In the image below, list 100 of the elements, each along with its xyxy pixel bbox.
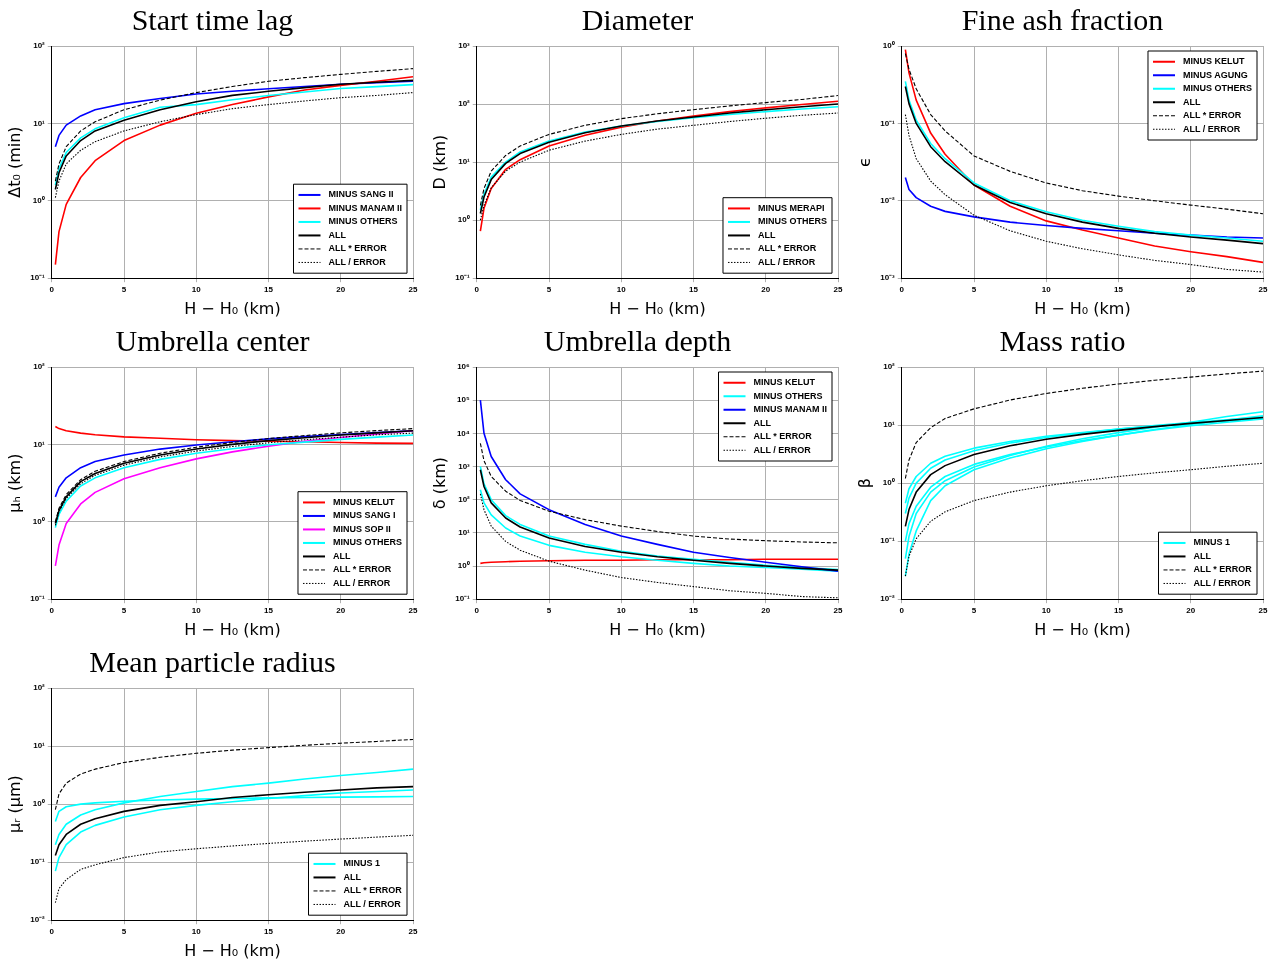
legend-label: ALL (1183, 96, 1201, 107)
legend-label: ALL * ERROR (333, 564, 392, 575)
x-tick-label: 20 (761, 285, 771, 295)
y-axis-title: μₕ (km) (4, 453, 24, 513)
x-tick-label: 0 (49, 606, 55, 616)
y-tick-label: 10³ (458, 461, 471, 471)
y-tick-label: 10⁶ (457, 362, 471, 372)
chart-title: Diameter (580, 2, 695, 38)
x-tick-label: 15 (264, 285, 274, 295)
x-tick-label: 15 (1114, 606, 1124, 616)
x-tick-label: 10 (1041, 285, 1052, 295)
legend-label: MINUS SOP II (333, 523, 391, 534)
y-tick-label: 10⁴ (456, 428, 470, 438)
x-axis-title: H − H₀ (km) (609, 619, 706, 639)
legend-label: ALL / ERROR (753, 444, 812, 455)
x-tick-label: 5 (121, 285, 127, 295)
y-tick-label: 10² (458, 494, 471, 504)
x-tick-label: 0 (474, 606, 480, 616)
x-tick-label: 5 (971, 606, 977, 616)
y-tick-label: 10⁻² (30, 915, 46, 925)
y-tick-label: 10⁰ (32, 517, 45, 526)
y-tick-label: 10¹ (458, 528, 471, 538)
y-tick-label: 10² (33, 683, 46, 693)
x-tick-label: 25 (833, 606, 843, 616)
x-axis-title: H − H₀ (km) (184, 940, 281, 960)
y-tick-label: 10² (458, 99, 471, 109)
x-tick-label: 25 (408, 927, 418, 937)
y-axis-title: μᵣ (μm) (4, 775, 24, 833)
y-axis-title: β (854, 477, 874, 489)
y-tick-label: 10⁰ (457, 561, 470, 571)
x-tick-label: 5 (971, 285, 977, 295)
x-tick-label: 10 (616, 606, 627, 616)
legend-label: ALL / ERROR (1183, 123, 1241, 134)
x-tick-label: 5 (546, 285, 552, 295)
y-tick-label: 10¹ (33, 439, 46, 449)
legend-label: MINUS OTHERS (328, 216, 398, 227)
y-tick-label: 10⁻¹ (455, 273, 471, 283)
x-tick-label: 0 (899, 606, 905, 616)
y-tick-label: 10² (883, 362, 896, 372)
y-tick-label: 10³ (458, 41, 471, 51)
y-axis-title: δ (km) (429, 456, 449, 510)
x-tick-label: 0 (899, 285, 905, 295)
legend-label: ALL / ERROR (328, 256, 387, 267)
x-tick-label: 5 (546, 606, 552, 616)
x-tick-label: 25 (1258, 285, 1268, 295)
x-tick-label: 20 (336, 927, 346, 937)
legend-label: ALL * ERROR (1183, 110, 1242, 121)
x-axis-title: H − H₀ (km) (1034, 298, 1131, 318)
legend-label: ALL / ERROR (758, 256, 816, 267)
x-axis-title: H − H₀ (km) (609, 298, 706, 318)
y-axis-title: Δt₀ (min) (4, 126, 24, 198)
x-tick-label: 10 (191, 285, 202, 295)
chart-title: Start time lag (130, 2, 295, 38)
legend-label: MINUS SANG II (328, 189, 394, 200)
legend-label: ALL * ERROR (328, 243, 388, 254)
y-tick-label: 10⁻¹ (30, 273, 46, 283)
chart-title: Umbrella center (114, 323, 311, 359)
legend-label: ALL / ERROR (333, 577, 391, 588)
legend-label: MINUS KELUT (1183, 56, 1245, 67)
legend-label: MINUS OTHERS (753, 390, 823, 401)
legend-label: MINUS SANG I (333, 510, 396, 521)
legend-label: ALL (328, 229, 347, 240)
y-tick-label: 10⁰ (882, 478, 895, 488)
x-tick-label: 0 (474, 285, 480, 295)
y-tick-label: 10² (33, 362, 46, 372)
x-tick-label: 15 (264, 606, 274, 616)
legend-label: MINUS AGUNG (1183, 69, 1248, 80)
legend-label: ALL (333, 550, 351, 561)
legend-label: ALL * ERROR (343, 885, 403, 896)
x-tick-label: 20 (1186, 285, 1196, 295)
chart-title: Umbrella depth (542, 323, 733, 359)
x-tick-label: 15 (264, 927, 274, 937)
x-tick-label: 10 (191, 927, 202, 937)
legend-label: ALL / ERROR (343, 898, 402, 909)
legend-label: ALL (758, 229, 776, 240)
x-tick-label: 15 (689, 606, 699, 616)
legend-label: ALL (343, 871, 362, 882)
legend-label: MINUS KELUT (753, 377, 816, 388)
x-tick-label: 0 (49, 927, 55, 937)
legend-label: ALL * ERROR (758, 243, 817, 254)
x-tick-label: 20 (1186, 606, 1196, 616)
chart-title: Mass ratio (998, 323, 1127, 359)
legend-label: MINUS OTHERS (758, 216, 828, 227)
x-tick-label: 25 (833, 285, 843, 295)
y-tick-label: 10⁻¹ (880, 536, 896, 546)
legend-label: ALL * ERROR (1193, 564, 1253, 575)
legend-label: MINUS MANAM II (753, 404, 828, 415)
legend-label: MINUS KELUT (333, 496, 395, 507)
legend-label: ALL / ERROR (1193, 577, 1252, 588)
chart-title: Fine ash fraction (960, 2, 1165, 38)
x-axis-title: H − H₀ (km) (184, 298, 281, 318)
y-tick-label: 10⁵ (457, 395, 470, 405)
y-tick-label: 10¹ (33, 118, 46, 128)
y-tick-label: 10² (33, 41, 46, 51)
x-tick-label: 25 (408, 606, 418, 616)
legend-label: MINUS OTHERS (1183, 83, 1253, 94)
x-tick-label: 20 (761, 606, 771, 616)
legend-label: MINUS MANAM II (328, 202, 403, 213)
legend-label: ALL (753, 417, 772, 428)
y-tick-label: 10⁻¹ (30, 594, 46, 604)
